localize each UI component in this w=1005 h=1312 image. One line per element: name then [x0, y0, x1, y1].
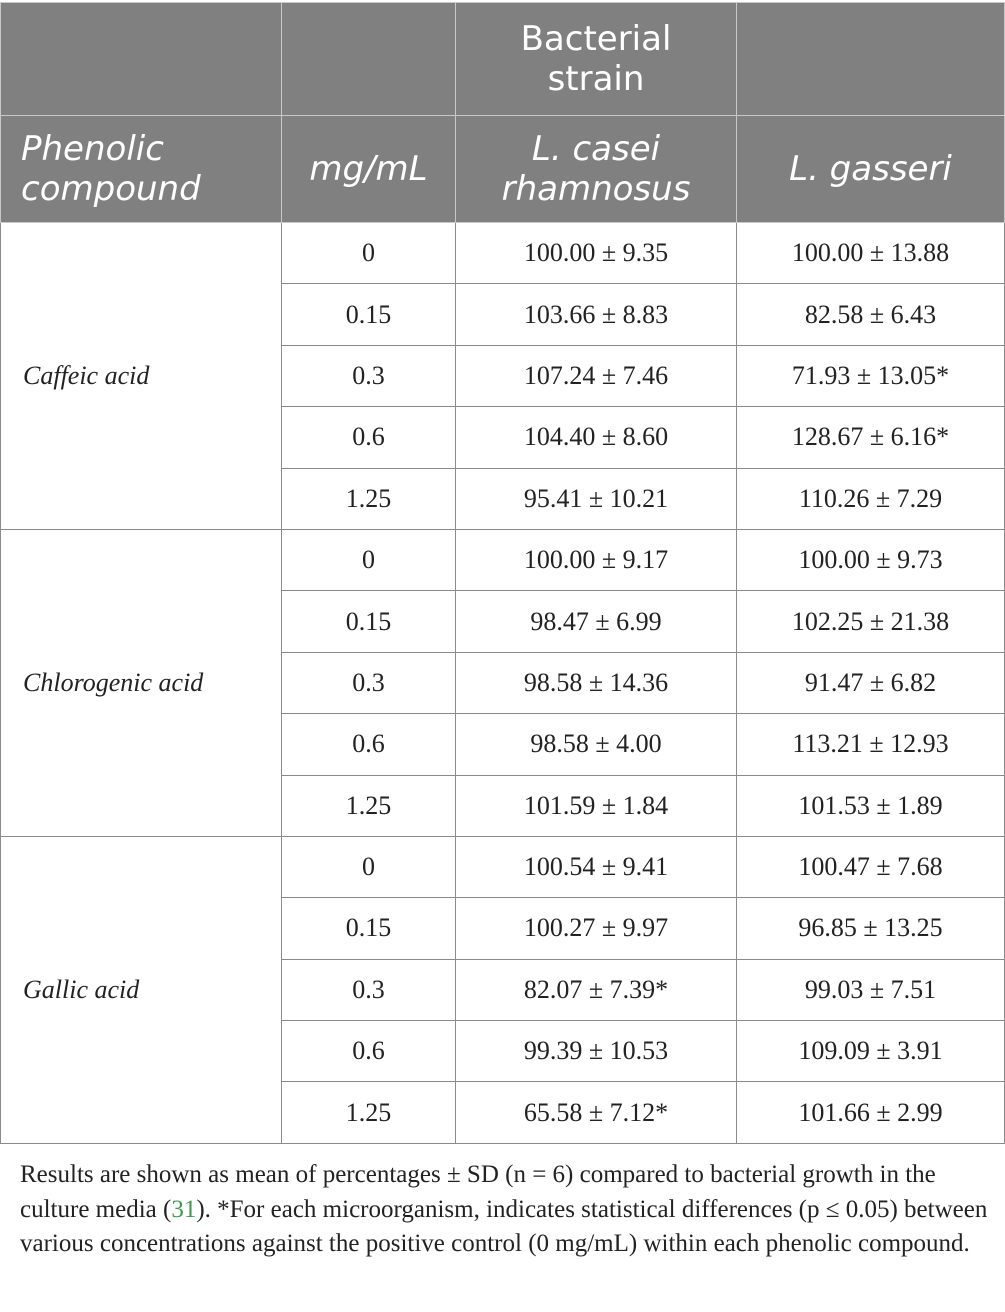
value-cell: 95.41 ± 10.21: [455, 467, 737, 530]
table-row: Gallic acid 0 100.54 ± 9.41 100.47 ± 7.6…: [0, 835, 1005, 1144]
header-concentration: mg/mL: [281, 115, 456, 223]
value-cell: 101.53 ± 1.89: [736, 774, 1005, 837]
value-cell: 98.47 ± 6.99: [455, 590, 737, 653]
conc-cell: 0.6: [281, 406, 456, 469]
table-row: Caffeic acid 0 100.00 ± 9.35 100.00 ± 13…: [0, 221, 1005, 530]
value-cell: 104.40 ± 8.60: [455, 406, 737, 469]
header-phenolic-compound: Phenolic compound: [0, 115, 282, 223]
conc-cell: 0.15: [281, 283, 456, 346]
value-cell: 71.93 ± 13.05*: [736, 344, 1005, 408]
conc-cell: 0.6: [281, 1020, 456, 1083]
value-cell: 128.67 ± 6.16*: [736, 406, 1005, 469]
table-row: 1.25 65.58 ± 7.12* 101.66 ± 2.99: [1, 1081, 1005, 1144]
value-cell: 98.58 ± 4.00: [455, 713, 737, 776]
value-cell: 100.00 ± 9.73: [736, 528, 1005, 592]
table-row: 0.3 98.58 ± 14.36 91.47 ± 6.82: [1, 651, 1005, 715]
compound-cell: Gallic acid: [0, 835, 282, 1144]
value-cell: 100.47 ± 7.68: [736, 835, 1005, 899]
value-cell: 65.58 ± 7.12*: [455, 1081, 737, 1144]
header-empty-1: [0, 2, 282, 116]
header-strain-casei: L. casei rhamnosus: [455, 115, 737, 223]
table-row: 0.6 99.39 ± 10.53 109.09 ± 3.91: [1, 1020, 1005, 1083]
value-cell: 91.47 ± 6.82: [736, 651, 1005, 715]
value-cell: 82.58 ± 6.43: [736, 283, 1005, 346]
conc-cell: 1.25: [281, 1081, 456, 1144]
compound-cell: Caffeic acid: [0, 222, 282, 530]
header-row-1: Bacterial strain: [0, 2, 1005, 116]
conc-cell: 0.15: [281, 590, 456, 653]
value-cell: 100.27 ± 9.97: [455, 897, 737, 960]
reference-link[interactable]: 31: [171, 1195, 197, 1223]
table-row: 0.15 98.47 ± 6.99 102.25 ± 21.38: [1, 590, 1005, 653]
value-cell: 110.26 ± 7.29: [736, 467, 1005, 530]
header-row-2: Phenolic compound mg/mL L. casei rhamnos…: [0, 115, 1005, 223]
header-empty-3: [736, 2, 1005, 116]
compound-cell: Chlorogenic acid: [0, 528, 282, 837]
header-empty-2: [281, 2, 456, 116]
table-row: Chlorogenic acid 0 100.00 ± 9.17 100.00 …: [0, 528, 1005, 837]
value-cell: 100.00 ± 9.35: [455, 221, 737, 285]
value-cell: 99.03 ± 7.51: [736, 958, 1005, 1022]
conc-cell: 0.15: [281, 897, 456, 960]
conc-cell: 0.3: [281, 651, 456, 715]
conc-cell: 0: [281, 528, 456, 592]
header-bacterial-strain: Bacterial strain: [455, 2, 737, 116]
conc-cell: 1.25: [281, 774, 456, 837]
table-row: 0.6 104.40 ± 8.60 128.67 ± 6.16*: [1, 406, 1005, 469]
value-cell: 101.66 ± 2.99: [736, 1081, 1005, 1144]
table-footnote: Results are shown as mean of percentages…: [20, 1158, 995, 1262]
conc-cell: 0.3: [281, 958, 456, 1022]
value-cell: 103.66 ± 8.83: [455, 283, 737, 346]
footnote-text-2: ). *For each microorganism, indicates st…: [20, 1195, 988, 1258]
footnote-text-1: Results are shown as mean of percentages…: [20, 1161, 936, 1223]
table-row: 1.25 101.59 ± 1.84 101.53 ± 1.89: [1, 774, 1005, 837]
value-cell: 100.54 ± 9.41: [455, 835, 737, 899]
value-cell: 99.39 ± 10.53: [455, 1020, 737, 1083]
table-row: 0.15 100.27 ± 9.97 96.85 ± 13.25: [1, 897, 1005, 960]
value-cell: 102.25 ± 21.38: [736, 590, 1005, 653]
value-cell: 100.00 ± 13.88: [736, 221, 1005, 285]
conc-cell: 0: [281, 835, 456, 899]
conc-cell: 0: [281, 221, 456, 285]
table-row: 1.25 95.41 ± 10.21 110.26 ± 7.29: [1, 467, 1005, 530]
table-row: 0.6 98.58 ± 4.00 113.21 ± 12.93: [1, 713, 1005, 776]
value-cell: 82.07 ± 7.39*: [455, 958, 737, 1022]
header-strain-gasseri: L. gasseri: [736, 115, 1005, 223]
value-cell: 96.85 ± 13.25: [736, 897, 1005, 960]
value-cell: 107.24 ± 7.46: [455, 344, 737, 408]
table-row: 0.15 103.66 ± 8.83 82.58 ± 6.43: [1, 283, 1005, 346]
conc-cell: 0.3: [281, 344, 456, 408]
value-cell: 101.59 ± 1.84: [455, 774, 737, 837]
value-cell: 109.09 ± 3.91: [736, 1020, 1005, 1083]
value-cell: 98.58 ± 14.36: [455, 651, 737, 715]
conc-cell: 0.6: [281, 713, 456, 776]
value-cell: 100.00 ± 9.17: [455, 528, 737, 592]
value-cell: 113.21 ± 12.93: [736, 713, 1005, 776]
conc-cell: 1.25: [281, 467, 456, 530]
results-table: Bacterial strain Phenolic compound mg/mL…: [0, 2, 1005, 1144]
